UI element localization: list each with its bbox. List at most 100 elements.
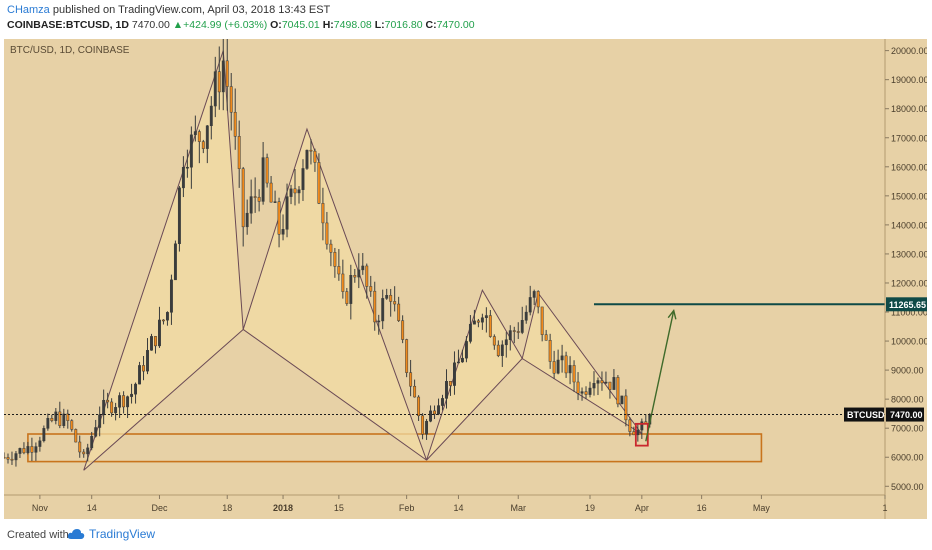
y-tick-label: 15000.00 <box>891 191 927 201</box>
candle-body <box>146 350 149 372</box>
candle-body <box>118 395 122 408</box>
candle-body <box>181 167 185 189</box>
candle-body <box>401 320 405 340</box>
candle-body <box>126 396 130 408</box>
harmonic-pattern-second-fill-b <box>522 293 642 435</box>
candle-body <box>441 398 444 406</box>
candle-body <box>405 339 409 373</box>
y-tick-label: 10000.00 <box>891 337 927 347</box>
ohlc-line: COINBASE:BTCUSD, 1D 7470.00 ▲+424.99 (+6… <box>7 19 475 31</box>
candle-body <box>596 380 600 384</box>
price-chart[interactable]: 20000.0019000.0018000.0017000.0016000.00… <box>2 33 929 519</box>
candle-body <box>26 446 30 454</box>
candle-body <box>14 453 18 461</box>
candle-body <box>58 411 62 426</box>
candle-body <box>600 380 604 384</box>
candle-body <box>281 229 285 235</box>
candle-body <box>377 320 381 323</box>
candle-body <box>341 273 345 292</box>
x-tick-label: 16 <box>697 503 707 513</box>
candle-body <box>165 312 169 321</box>
chart-area[interactable]: 20000.00 19000.00 18000.00 17000.00 16000.00… <box>2 33 929 519</box>
high-value: 7498.08 <box>333 19 372 31</box>
candle-body <box>345 291 349 304</box>
candle-body <box>98 414 102 428</box>
candle-body <box>249 196 253 214</box>
author-link[interactable]: CHamza <box>7 4 50 16</box>
candle-body <box>313 150 317 163</box>
candle-body <box>528 297 532 313</box>
last-price-badge <box>886 407 924 422</box>
candle-body <box>34 446 38 453</box>
candle-body <box>357 269 361 278</box>
y-tick-label: 17000.00 <box>891 133 927 143</box>
low-label: L: <box>374 19 385 31</box>
candle-body <box>66 413 70 421</box>
candle-body <box>496 344 500 356</box>
harmonic-pattern-main-bd <box>242 329 427 461</box>
candle-body <box>508 330 512 340</box>
candle-body <box>217 71 221 93</box>
candle-body <box>524 311 528 321</box>
candle-body <box>520 320 524 333</box>
candle-body <box>337 266 341 275</box>
candle-body <box>604 381 608 384</box>
y-tick-label: 14000.00 <box>891 220 927 230</box>
candle-body <box>580 391 584 394</box>
cloud-logo-icon <box>67 529 85 539</box>
tradingview-brand[interactable]: TradingView <box>67 527 155 541</box>
candle-body <box>150 336 153 351</box>
candle-body <box>158 319 161 347</box>
candle-body <box>632 431 636 436</box>
candle-body <box>2 456 6 459</box>
candle-body <box>317 162 321 204</box>
candle-body <box>361 265 365 271</box>
candle-body <box>142 365 145 372</box>
candle-body <box>488 315 492 337</box>
candle-body <box>417 396 421 417</box>
candle-body <box>285 196 289 230</box>
y-tick-label: 5000.00 <box>891 482 924 492</box>
candle-body <box>504 339 508 346</box>
candle-body <box>106 399 110 403</box>
candle-body <box>369 286 373 292</box>
chart-title: BTC/USD, 1D, COINBASE <box>10 45 130 56</box>
candle-body <box>225 60 229 87</box>
candle-body <box>572 365 576 383</box>
y-tick-label: 7000.00 <box>891 424 924 434</box>
candle-body <box>576 381 580 394</box>
candle-body <box>301 168 305 190</box>
candle-body <box>592 383 596 389</box>
candle-body <box>46 418 50 429</box>
last-price-label: 7470.00 <box>890 410 923 420</box>
candle-body <box>38 440 42 447</box>
candle-body <box>620 395 624 405</box>
y-tick-label: 19000.00 <box>891 75 927 85</box>
candle-body <box>197 131 201 142</box>
candle-body <box>612 377 616 390</box>
target-price-label: 11265.65 <box>889 300 926 310</box>
candle-body <box>536 291 540 308</box>
candle-body <box>353 275 357 278</box>
high-label: H: <box>322 19 334 31</box>
candle-body <box>492 336 496 346</box>
open-label: O: <box>270 19 282 31</box>
candle-body <box>437 405 440 415</box>
y-tick-label: 16000.00 <box>891 162 927 172</box>
candle-body <box>30 446 34 453</box>
harmonic-pattern-main-fill-b <box>243 129 427 461</box>
candle-body <box>608 381 612 390</box>
candle-body <box>421 415 425 435</box>
candle-body <box>205 125 209 149</box>
candle-body <box>365 265 369 287</box>
y-tick-label: 9000.00 <box>891 366 924 376</box>
footer: Created with TradingView <box>0 522 932 550</box>
open-value: 7045.01 <box>281 19 320 31</box>
candle-body <box>564 355 568 374</box>
candle-body <box>277 201 281 235</box>
projection-arrow-line <box>645 310 675 442</box>
candle-body <box>476 320 480 323</box>
candle-body <box>413 385 417 398</box>
candle-body <box>265 157 269 184</box>
candle-body <box>293 188 297 194</box>
